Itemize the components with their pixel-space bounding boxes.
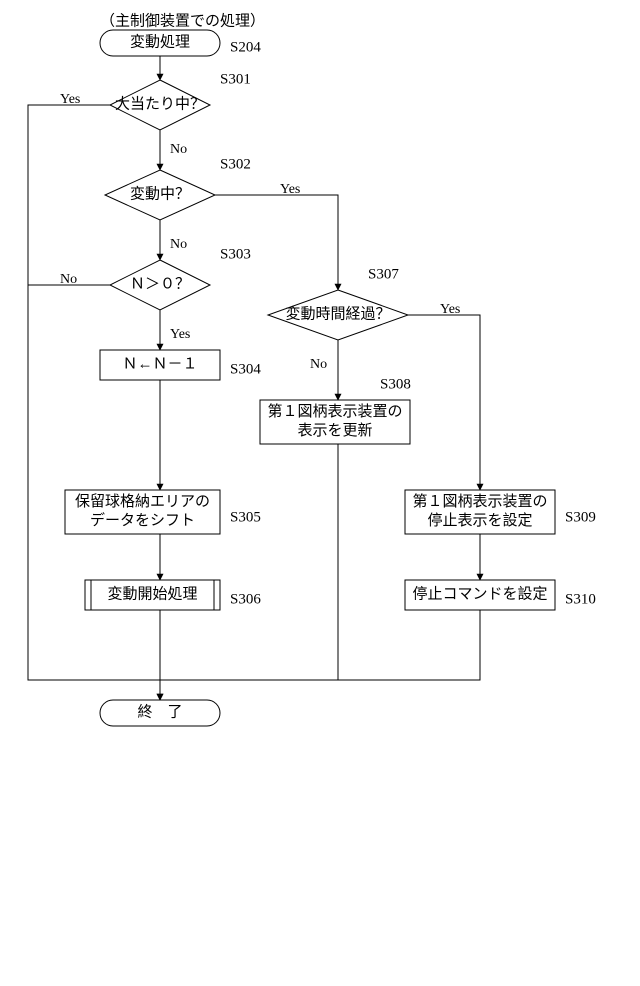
node-text-s309: 停止表示を設定 — [427, 512, 532, 529]
step-label-s308: S308 — [380, 376, 411, 392]
node-text-s310: 停止コマンドを設定 — [412, 585, 547, 602]
node-s301: 大当たり中？ — [110, 80, 210, 130]
edge-e-s307-yes — [408, 315, 480, 490]
node-s308: 第１図柄表示装置の表示を更新 — [260, 400, 410, 444]
node-s305: 保留球格納エリアのデータをシフト — [65, 490, 220, 534]
node-text-s305: データをシフト — [90, 511, 195, 529]
edge-label-e-s307-s308: No — [310, 357, 327, 372]
edge-e-s310-down — [160, 610, 480, 680]
step-label-s305: S305 — [230, 509, 261, 525]
edge-label-e-s302-yes: Yes — [280, 182, 300, 197]
edge-label-e-s303-no: No — [60, 272, 77, 287]
node-text-s308: 第１図柄表示装置の — [267, 402, 402, 420]
node-text-s304: Ｎ←Ｎ－１ — [122, 356, 197, 372]
step-label-start: S204 — [230, 39, 261, 55]
node-text-s307: 変動時間経過？ — [285, 305, 390, 322]
edge-e-s302-yes — [215, 195, 338, 290]
node-s302: 変動中？ — [105, 170, 215, 220]
node-text-s305: 保留球格納エリアの — [75, 493, 210, 510]
node-text-start: 変動処理 — [130, 33, 190, 50]
node-s304: Ｎ←Ｎ－１ — [100, 350, 220, 380]
flowchart-canvas: 変動処理大当たり中？変動中？Ｎ＞０？Ｎ←Ｎ－１保留球格納エリアのデータをシフト変… — [0, 0, 640, 986]
step-label-s304: S304 — [230, 361, 261, 377]
step-label-s303: S303 — [220, 246, 251, 262]
node-text-s301: 大当たり中？ — [115, 95, 205, 112]
node-text-s308: 表示を更新 — [297, 422, 372, 439]
node-text-end: 終 了 — [137, 703, 182, 720]
step-label-s309: S309 — [565, 509, 596, 525]
context-label: （主制御装置での処理） — [100, 12, 265, 29]
node-text-s303: Ｎ＞０？ — [130, 276, 190, 292]
edge-label-e-s307-yes: Yes — [440, 302, 460, 317]
edge-label-e-s301-s302: No — [170, 142, 187, 157]
step-label-s310: S310 — [565, 591, 596, 607]
edge-label-e-s302-s303: No — [170, 237, 187, 252]
node-text-s306: 変動開始処理 — [107, 585, 197, 602]
node-s303: Ｎ＞０？ — [110, 260, 210, 310]
step-label-s307: S307 — [368, 266, 399, 282]
node-s307: 変動時間経過？ — [268, 290, 408, 340]
node-text-s309: 第１図柄表示装置の — [412, 492, 547, 510]
step-label-s301: S301 — [220, 71, 251, 87]
step-label-s306: S306 — [230, 591, 261, 607]
step-label-s302: S302 — [220, 156, 251, 172]
node-end: 終 了 — [100, 700, 220, 726]
node-text-s302: 変動中？ — [130, 185, 190, 202]
edge-label-e-s301-yes: Yes — [60, 92, 80, 107]
node-s306: 変動開始処理 — [85, 580, 220, 610]
node-s310: 停止コマンドを設定 — [405, 580, 555, 610]
node-start: 変動処理 — [100, 30, 220, 56]
edge-label-e-s303-s304: Yes — [170, 327, 190, 342]
edge-e-s308-down — [160, 444, 338, 680]
node-s309: 第１図柄表示装置の停止表示を設定 — [405, 490, 555, 534]
